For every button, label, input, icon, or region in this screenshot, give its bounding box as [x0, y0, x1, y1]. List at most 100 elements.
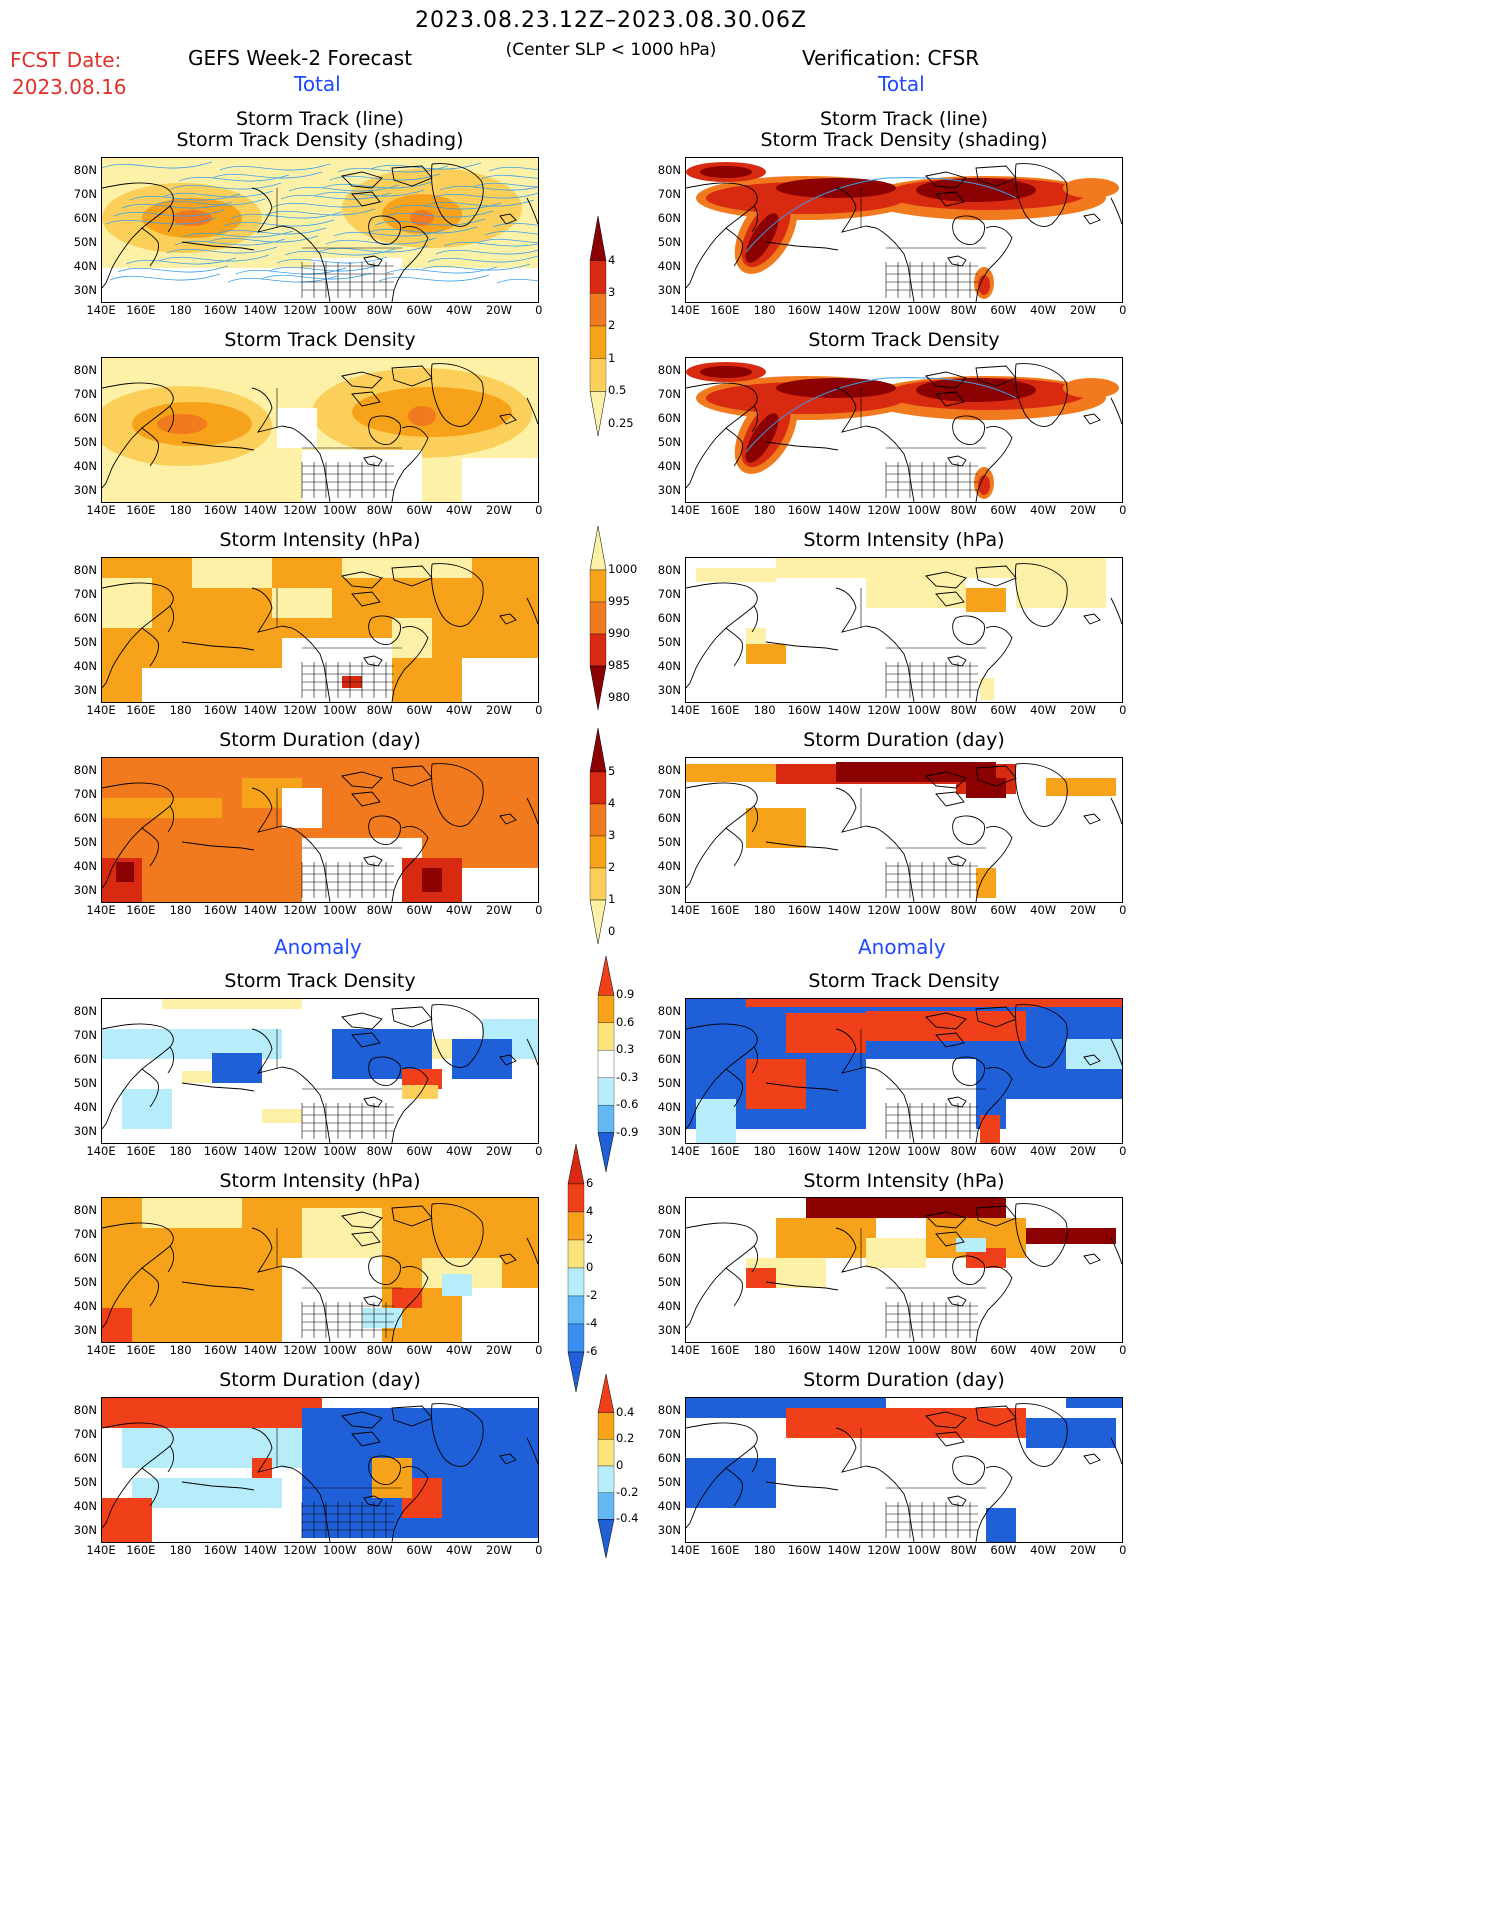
- lat-label: 40N: [657, 459, 681, 473]
- lat-label: 70N: [73, 187, 97, 201]
- lon-label: 180: [169, 1343, 192, 1357]
- lon-label: 160E: [710, 303, 740, 317]
- colorbar-label: 0.9: [616, 987, 635, 1002]
- lat-label: 70N: [73, 1427, 97, 1441]
- right-p1-title-b: Storm Track Density (shading): [760, 129, 1048, 151]
- lon-label: 60W: [406, 1543, 433, 1557]
- right-p5-title: Storm Track Density: [808, 970, 1000, 992]
- intensity-anom-colorbar: [567, 1144, 585, 1392]
- lon-label: 20W: [485, 703, 512, 717]
- lat-label: 30N: [657, 283, 681, 297]
- lon-label: 80W: [950, 703, 977, 717]
- lon-label: 140E: [86, 1144, 116, 1158]
- lon-label: 160W: [787, 703, 822, 717]
- lon-label: 60W: [990, 1543, 1017, 1557]
- map-shading: [686, 1198, 1122, 1342]
- lon-label: 20W: [1069, 703, 1096, 717]
- lon-label: 40W: [446, 1144, 473, 1158]
- lat-label: 40N: [657, 1100, 681, 1114]
- lon-label: 40W: [1030, 703, 1057, 717]
- right-p2-title: Storm Track Density: [808, 329, 1000, 351]
- lon-label: 20W: [485, 1543, 512, 1557]
- coastline-outlines: [102, 763, 538, 902]
- lon-label: 120W: [867, 303, 901, 317]
- lon-label: 140W: [827, 503, 861, 517]
- lon-label: 100W: [907, 703, 941, 717]
- criterion-subtitle: (Center SLP < 1000 hPa): [505, 40, 717, 60]
- lon-label: 100W: [323, 503, 357, 517]
- lon-label: 0: [535, 903, 543, 917]
- lat-label: 60N: [657, 1052, 681, 1066]
- lon-label: 160E: [126, 1543, 156, 1557]
- lon-label: 100W: [323, 1343, 357, 1357]
- lat-label: 50N: [73, 1475, 97, 1489]
- lat-label: 80N: [73, 1203, 97, 1217]
- lat-label: 50N: [73, 1076, 97, 1090]
- left-anomaly-label: Anomaly: [274, 935, 362, 959]
- lon-label: 140W: [243, 703, 277, 717]
- lon-label: 160W: [203, 1543, 238, 1557]
- colorbar-label: -0.4: [616, 1511, 639, 1526]
- lon-label: 60W: [990, 303, 1017, 317]
- left-total-label: Total: [294, 72, 341, 96]
- lon-label: 0: [1119, 503, 1127, 517]
- lat-label: 80N: [73, 763, 97, 777]
- lat-label: 70N: [657, 1028, 681, 1042]
- colorbar-label: 0.5: [608, 383, 627, 398]
- right-p6-title: Storm Intensity (hPa): [803, 1170, 1005, 1192]
- lon-label: 180: [169, 303, 192, 317]
- lat-label: 80N: [657, 363, 681, 377]
- lat-label: 60N: [73, 1451, 97, 1465]
- lon-label: 160W: [787, 1144, 822, 1158]
- lon-label: 140W: [827, 1343, 861, 1357]
- lon-label: 160E: [710, 503, 740, 517]
- colorbar-label: 4: [586, 1204, 594, 1218]
- lat-label: 50N: [657, 1076, 681, 1090]
- lon-label: 120W: [867, 1144, 901, 1158]
- lon-label: 160E: [126, 303, 156, 317]
- coastline-outlines: [102, 363, 538, 502]
- lon-label: 180: [753, 1144, 776, 1158]
- lon-label: 120W: [867, 1343, 901, 1357]
- lon-label: 0: [535, 1343, 543, 1357]
- lon-label: 60W: [990, 1144, 1017, 1158]
- lat-label: 30N: [657, 883, 681, 897]
- lat-label: 40N: [73, 259, 97, 273]
- colorbar-label: 2: [586, 1232, 594, 1246]
- lon-label: 0: [535, 503, 543, 517]
- lon-label: 80W: [950, 903, 977, 917]
- lon-label: 0: [1119, 1343, 1127, 1357]
- map-shading: [102, 358, 538, 502]
- colorbar-label: 995: [608, 594, 630, 608]
- colorbar-label: 0.6: [616, 1014, 635, 1029]
- map-shading: [686, 762, 1122, 902]
- lat-label: 60N: [657, 1251, 681, 1265]
- lon-label: 140E: [86, 303, 116, 317]
- cfsr-map-panel-7: [685, 1397, 1123, 1543]
- lat-label: 40N: [73, 1499, 97, 1513]
- lat-label: 80N: [657, 1203, 681, 1217]
- map-shading: [686, 1398, 1122, 1542]
- lon-label: 160W: [203, 903, 238, 917]
- colorbar-label: 4: [608, 252, 616, 267]
- lat-label: 50N: [657, 435, 681, 449]
- lon-label: 120W: [867, 703, 901, 717]
- lon-label: 140E: [86, 503, 116, 517]
- lon-label: 120W: [283, 503, 317, 517]
- lon-label: 20W: [485, 1144, 512, 1158]
- lon-label: 80W: [950, 1144, 977, 1158]
- lat-label: 40N: [657, 1499, 681, 1513]
- lon-label: 0: [535, 1543, 543, 1557]
- coastline-outlines: [102, 1004, 538, 1143]
- lat-label: 80N: [657, 1004, 681, 1018]
- lat-label: 50N: [657, 835, 681, 849]
- lon-label: 100W: [323, 703, 357, 717]
- lat-label: 30N: [657, 1124, 681, 1138]
- colorbar-label: -4: [586, 1316, 598, 1330]
- lat-label: 50N: [73, 435, 97, 449]
- lon-label: 60W: [406, 703, 433, 717]
- right-p3-title: Storm Intensity (hPa): [803, 529, 1005, 551]
- right-total-label: Total: [878, 72, 925, 96]
- lon-label: 180: [169, 903, 192, 917]
- colorbar-label: 2: [608, 860, 616, 874]
